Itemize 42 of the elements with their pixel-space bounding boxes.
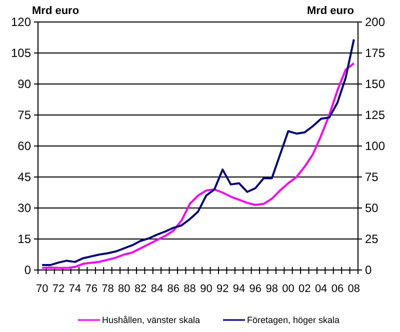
x-tick-label: 96 xyxy=(249,283,262,295)
x-tick-label: 92 xyxy=(216,283,229,295)
y-tick-label: 45 xyxy=(18,170,32,184)
y2-axis-title: Mrd euro xyxy=(306,5,354,17)
y2-tick-label: 175 xyxy=(365,46,386,60)
y2-tick-label: 50 xyxy=(365,201,379,216)
x-tick-label: 94 xyxy=(232,283,246,295)
x-tick-label: 70 xyxy=(36,283,48,295)
y-axis-title: Mrd euro xyxy=(32,5,80,17)
y2-tick-label: 150 xyxy=(365,77,386,92)
y-tick-label: 60 xyxy=(18,139,32,154)
y-tick-label: 0 xyxy=(24,263,32,278)
x-tick-label: 84 xyxy=(150,283,164,295)
x-tick-label: 88 xyxy=(184,283,196,295)
x-tick-label: 04 xyxy=(314,283,328,295)
y2-tick-label: 100 xyxy=(365,139,386,154)
y2-tick-label: 200 xyxy=(365,15,386,30)
y-tick-label: 105 xyxy=(10,46,32,60)
y-tick-label: 120 xyxy=(10,15,32,30)
y-tick-label: 75 xyxy=(18,108,32,122)
y2-tick-label: 75 xyxy=(365,170,379,184)
x-tick-label: 06 xyxy=(331,283,344,295)
legend-label: Hushållen, vänster skala xyxy=(102,315,200,326)
x-tick-label: 90 xyxy=(200,283,212,295)
x-tick-label: 78 xyxy=(102,283,114,295)
x-tick-label: 86 xyxy=(167,283,180,295)
y2-tick-label: 125 xyxy=(365,108,386,122)
x-tick-label: 76 xyxy=(85,283,98,295)
x-tick-label: 98 xyxy=(266,283,278,295)
x-tick-label: 82 xyxy=(134,283,147,295)
x-tick-label: 02 xyxy=(298,283,311,295)
y-tick-label: 15 xyxy=(18,232,32,246)
x-tick-label: 72 xyxy=(52,283,65,295)
legend-label: Företagen, höger skala xyxy=(247,315,340,326)
y2-tick-label: 0 xyxy=(365,263,372,278)
y-tick-label: 90 xyxy=(18,77,32,92)
x-tick-label: 80 xyxy=(118,283,130,295)
y2-tick-label: 25 xyxy=(365,232,379,246)
y-tick-label: 30 xyxy=(18,201,32,216)
x-tick-label: 08 xyxy=(348,283,360,295)
x-tick-label: 00 xyxy=(282,283,294,295)
x-tick-label: 74 xyxy=(68,283,82,295)
